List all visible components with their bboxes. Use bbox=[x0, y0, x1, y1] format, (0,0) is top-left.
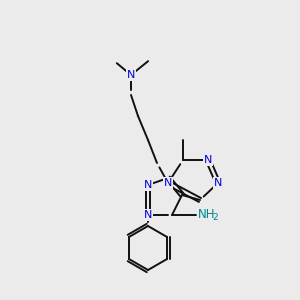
Text: N: N bbox=[144, 180, 152, 190]
Text: NH: NH bbox=[198, 208, 215, 221]
Text: N: N bbox=[164, 178, 172, 188]
Text: 2: 2 bbox=[212, 214, 218, 223]
Text: N: N bbox=[144, 210, 152, 220]
Text: N: N bbox=[204, 155, 212, 165]
Text: N: N bbox=[214, 178, 222, 188]
Text: N: N bbox=[127, 70, 135, 80]
